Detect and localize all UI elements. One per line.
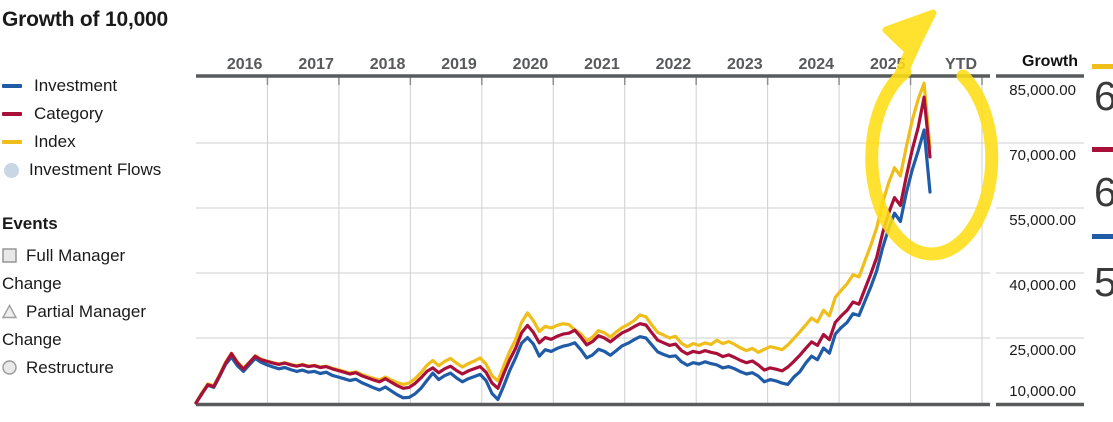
y-axis-label: 25,000.00: [1009, 342, 1076, 359]
legend-item-investment-flows: Investment Flows: [2, 156, 192, 184]
x-axis-label: 2018: [370, 56, 406, 73]
event-label-partial-manager-change: Partial Manager Change: [2, 302, 147, 349]
x-axis-label: 2023: [727, 56, 763, 73]
y-axis-label: 85,000.00: [1009, 82, 1076, 99]
y-axis-label: 40,000.00: [1009, 277, 1076, 294]
hand-drawn-circle-annotation: [865, 9, 999, 261]
x-axis-label: 2016: [227, 56, 263, 73]
x-axis-label: 2021: [584, 56, 620, 73]
legend-item-investment: Investment: [2, 72, 192, 100]
event-label-full-manager-change: Full Manager Change: [2, 246, 126, 293]
square-icon: [2, 248, 17, 263]
event-item-full-manager-change: Full Manager Change: [2, 242, 157, 298]
y-axis-label: 55,000.00: [1009, 212, 1076, 229]
y-axis-label: 70,000.00: [1009, 147, 1076, 164]
investment-current-value: 5: [1094, 259, 1113, 305]
index-current-value: 6: [1094, 73, 1113, 119]
legend-label-investment: Investment: [34, 76, 118, 95]
x-axis-label: 2017: [298, 56, 334, 73]
category-line-swatch: [2, 112, 22, 116]
index-value-dash: [1092, 64, 1113, 69]
legend-item-index: Index: [2, 128, 192, 156]
series-line-investment: [194, 128, 932, 405]
page-title: Growth of 10,000: [2, 8, 169, 31]
legend-item-category: Category: [2, 100, 192, 128]
events-legend: Full Manager Change Partial Manager Chan…: [1, 242, 157, 382]
growth-column-header: Growth: [1022, 53, 1078, 70]
investment-flows-circle-swatch: [4, 162, 19, 178]
x-axis-label: 2019: [441, 56, 477, 73]
series-legend: Investment Category Index Investment Flo…: [2, 72, 192, 184]
event-item-restructure: Restructure: [2, 354, 157, 382]
x-axis-label: 2024: [798, 56, 834, 73]
legend-label-category: Category: [34, 104, 103, 123]
x-axis-label: YTD: [945, 56, 977, 73]
circle-icon: [2, 360, 17, 375]
investment-value-dash: [1092, 234, 1113, 239]
x-axis-label: 2020: [513, 56, 549, 73]
investment-line-swatch: [2, 84, 22, 88]
index-line-swatch: [2, 140, 22, 144]
series-line-category: [194, 95, 932, 405]
legend-label-investment-flows: Investment Flows: [29, 160, 162, 179]
events-heading: Events: [2, 214, 58, 233]
y-axis-label: 10,000.00: [1009, 383, 1076, 400]
category-current-value: 6: [1094, 169, 1113, 215]
triangle-icon: [1, 304, 18, 319]
event-item-partial-manager-change: Partial Manager Change: [1, 298, 157, 354]
x-axis-label: 2022: [656, 56, 692, 73]
event-label-restructure: Restructure: [26, 358, 114, 377]
category-value-dash: [1092, 147, 1113, 152]
legend-label-index: Index: [34, 132, 76, 151]
